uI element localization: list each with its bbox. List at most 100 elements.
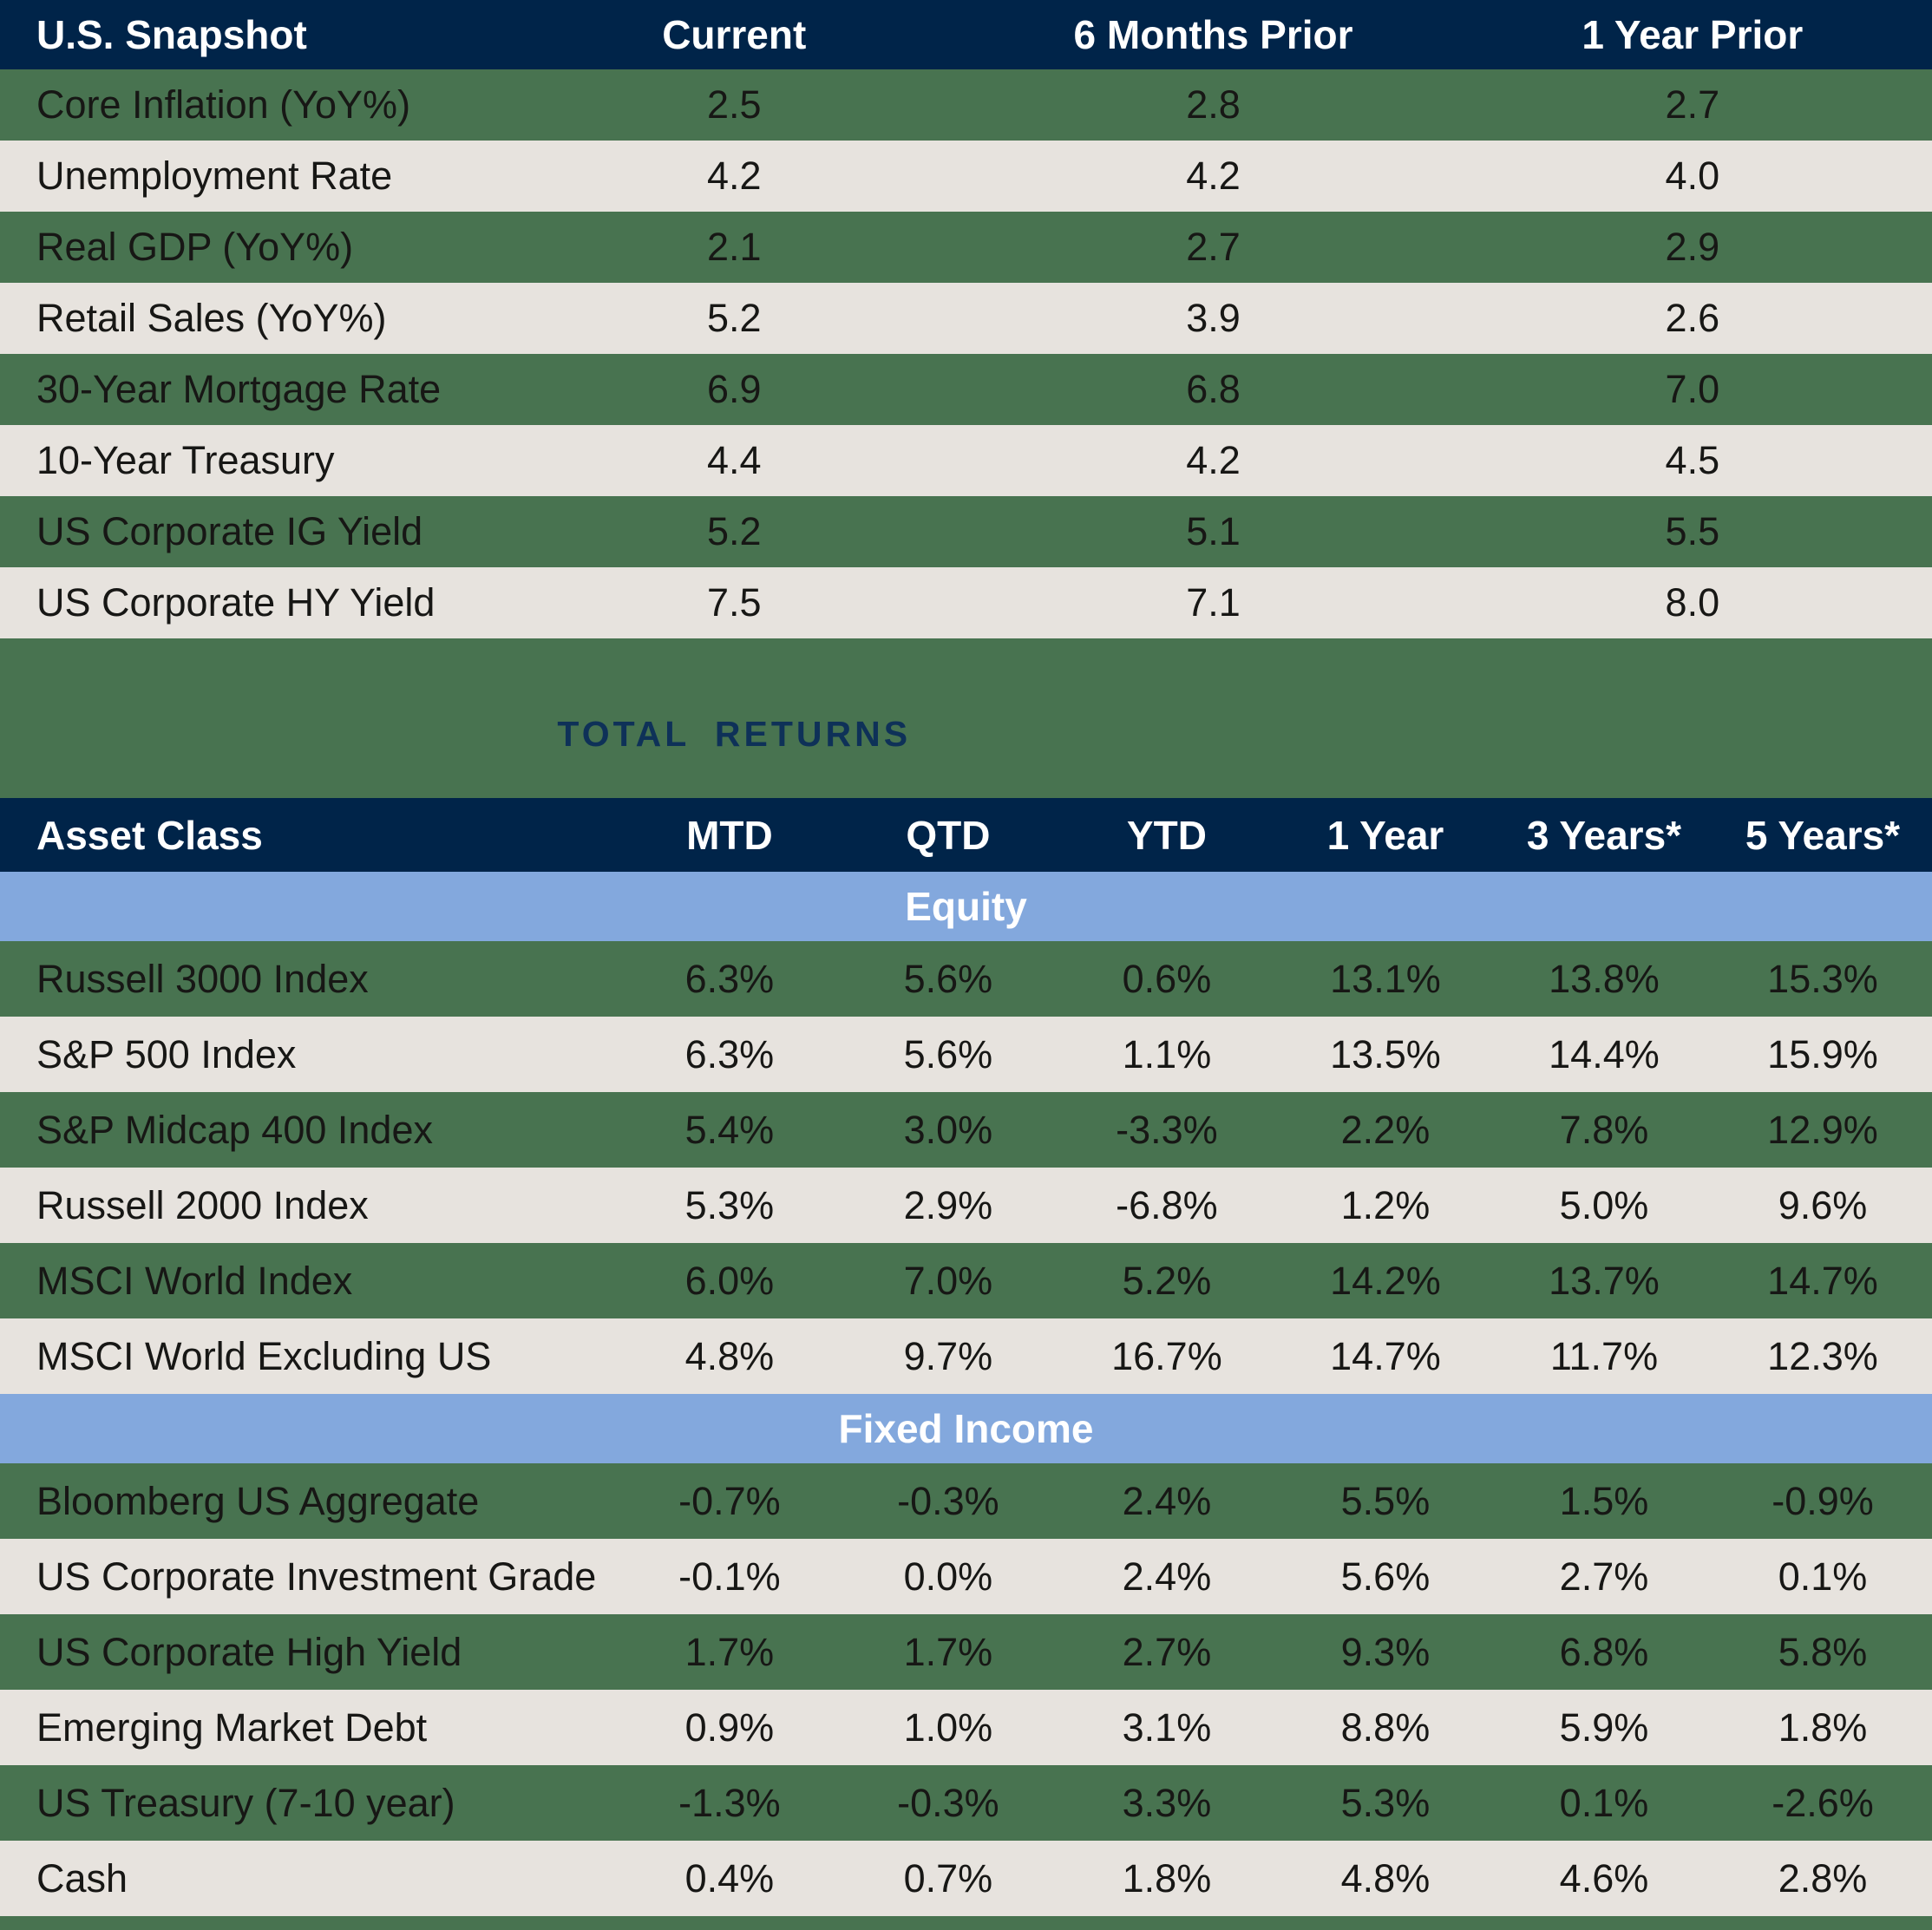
cell-value: 0.7%: [903, 1855, 993, 1901]
cell-value: 2.9%: [903, 1182, 993, 1227]
table-row: Retail Sales (YoY%) 5.2 3.9 2.6: [0, 283, 1932, 354]
cell-value: 0.1%: [1559, 1780, 1649, 1825]
cell-value: 3.0%: [903, 1107, 993, 1152]
row-label: US Corporate Investment Grade: [36, 1554, 597, 1599]
cell-value: -6.8%: [1116, 1182, 1218, 1227]
column-header-qtd: QTD: [838, 798, 1058, 872]
column-header-1-year-prior: 1 Year Prior: [1452, 0, 1932, 69]
cell-value: 9.3%: [1340, 1629, 1431, 1674]
cell-value: -1.3%: [678, 1780, 781, 1825]
table-row: Real GDP (YoY%) 2.1 2.7 2.9: [0, 212, 1932, 283]
cell-value: 2.8: [1186, 82, 1241, 127]
cell-value: 1.2%: [1340, 1182, 1431, 1227]
row-label: Core Inflation (YoY%): [36, 82, 411, 127]
cell-value: 0.4%: [684, 1855, 775, 1901]
cell-value: 6.3%: [684, 956, 775, 1001]
table-row: US Corporate IG Yield 5.2 5.1 5.5: [0, 496, 1932, 567]
cell-value: 5.1: [1186, 509, 1241, 553]
column-header-current: Current: [494, 0, 974, 69]
cell-value: 9.6%: [1778, 1182, 1868, 1227]
cell-value: 2.7: [1186, 225, 1241, 269]
table-row: 10-Year Treasury 4.4 4.2 4.5: [0, 425, 1932, 496]
cell-value: 3.3%: [1122, 1780, 1212, 1825]
cell-value: 14.7%: [1767, 1258, 1878, 1303]
header-row: U.S. Snapshot Current 6 Months Prior 1 Y…: [0, 0, 1932, 69]
row-label: Cash: [36, 1855, 128, 1901]
table-row: Russell 3000 Index 6.3% 5.6% 0.6% 13.1% …: [0, 941, 1932, 1017]
total-returns-title: TOTAL RETURNS: [557, 713, 912, 754]
cell-value: 6.8%: [1559, 1629, 1649, 1674]
table-row: S&P Midcap 400 Index 5.4% 3.0% -3.3% 2.2…: [0, 1092, 1932, 1168]
cell-value: 5.2%: [1122, 1258, 1212, 1303]
cell-value: 7.5: [706, 580, 762, 625]
row-label: 10-Year Treasury: [36, 438, 335, 482]
cell-value: 6.0%: [684, 1258, 775, 1303]
table-row: 30-Year Mortgage Rate 6.9 6.8 7.0: [0, 354, 1932, 425]
cell-value: 14.4%: [1549, 1031, 1660, 1076]
row-label: MSCI World Index: [36, 1258, 353, 1303]
cell-value: 5.5%: [1340, 1478, 1431, 1523]
cell-value: 1.0%: [903, 1704, 993, 1750]
cell-value: 4.4: [706, 438, 762, 482]
cell-value: 9.7%: [903, 1333, 993, 1378]
cell-value: -2.6%: [1772, 1780, 1874, 1825]
row-label: Real GDP (YoY%): [36, 225, 354, 269]
row-label: Russell 3000 Index: [36, 956, 369, 1001]
row-label: Russell 2000 Index: [36, 1182, 369, 1227]
cell-value: 2.4%: [1122, 1478, 1212, 1523]
column-header-mtd: MTD: [619, 798, 839, 872]
section-label: Fixed Income: [0, 1394, 1932, 1463]
cell-value: 4.2: [1186, 438, 1241, 482]
total-returns-heading-area: TOTAL RETURNS: [0, 638, 1469, 798]
cell-value: 6.3%: [684, 1031, 775, 1076]
cell-value: 2.1: [706, 225, 762, 269]
cell-value: 2.4%: [1122, 1554, 1212, 1599]
cell-value: 14.2%: [1330, 1258, 1441, 1303]
cell-value: 5.9%: [1559, 1704, 1649, 1750]
row-label: US Treasury (7-10 year): [36, 1780, 455, 1825]
table-row: MSCI World Index 6.0% 7.0% 5.2% 14.2% 13…: [0, 1243, 1932, 1318]
cell-value: 7.0%: [903, 1258, 993, 1303]
header-row: Asset Class MTD QTD YTD 1 Year 3 Years* …: [0, 798, 1932, 872]
row-label: Unemployment Rate: [36, 154, 393, 198]
cell-value: 12.9%: [1767, 1107, 1878, 1152]
cell-value: 2.8%: [1778, 1855, 1868, 1901]
column-header-5-years: 5 Years*: [1713, 798, 1932, 872]
cell-value: 16.7%: [1111, 1333, 1222, 1378]
cell-value: 2.7%: [1559, 1554, 1649, 1599]
cell-value: 5.6%: [1340, 1554, 1431, 1599]
table-row: US Corporate High Yield 1.7% 1.7% 2.7% 9…: [0, 1614, 1932, 1690]
cell-value: 5.4%: [684, 1107, 775, 1152]
row-label: US Corporate IG Yield: [36, 509, 423, 553]
table-row: Emerging Market Debt 0.9% 1.0% 3.1% 8.8%…: [0, 1690, 1932, 1765]
cell-value: 8.0: [1665, 580, 1720, 625]
cell-value: -0.7%: [678, 1478, 781, 1523]
cell-value: 4.2: [1186, 154, 1241, 198]
snapshot-title: U.S. Snapshot: [0, 0, 495, 69]
table-row: Russell 2000 Index 5.3% 2.9% -6.8% 1.2% …: [0, 1168, 1932, 1243]
cell-value: 13.8%: [1549, 956, 1660, 1001]
cell-value: 0.9%: [684, 1704, 775, 1750]
cell-value: 1.7%: [903, 1629, 993, 1674]
table-row: US Corporate Investment Grade -0.1% 0.0%…: [0, 1539, 1932, 1614]
cell-value: 4.0: [1665, 154, 1720, 198]
cell-value: 0.0%: [903, 1554, 993, 1599]
cell-value: -3.3%: [1116, 1107, 1218, 1152]
cell-value: 8.8%: [1340, 1704, 1431, 1750]
table-row: MSCI World Excluding US 4.8% 9.7% 16.7% …: [0, 1318, 1932, 1394]
cell-value: 4.5: [1665, 438, 1720, 482]
cell-value: 0.1%: [1778, 1554, 1868, 1599]
cell-value: 13.7%: [1549, 1258, 1660, 1303]
cell-value: -0.3%: [897, 1478, 999, 1523]
cell-value: 15.9%: [1767, 1031, 1878, 1076]
cell-value: 3.9: [1186, 296, 1241, 340]
cell-value: 5.3%: [1340, 1780, 1431, 1825]
cell-value: -0.3%: [897, 1780, 999, 1825]
cell-value: 1.8%: [1122, 1855, 1212, 1901]
section-label: Equity: [0, 872, 1932, 941]
cell-value: 5.2: [706, 509, 762, 553]
section-band-fixed-income: Fixed Income: [0, 1394, 1932, 1463]
cell-value: 14.7%: [1330, 1333, 1441, 1378]
cell-value: -0.1%: [678, 1554, 781, 1599]
cell-value: 7.1: [1186, 580, 1241, 625]
